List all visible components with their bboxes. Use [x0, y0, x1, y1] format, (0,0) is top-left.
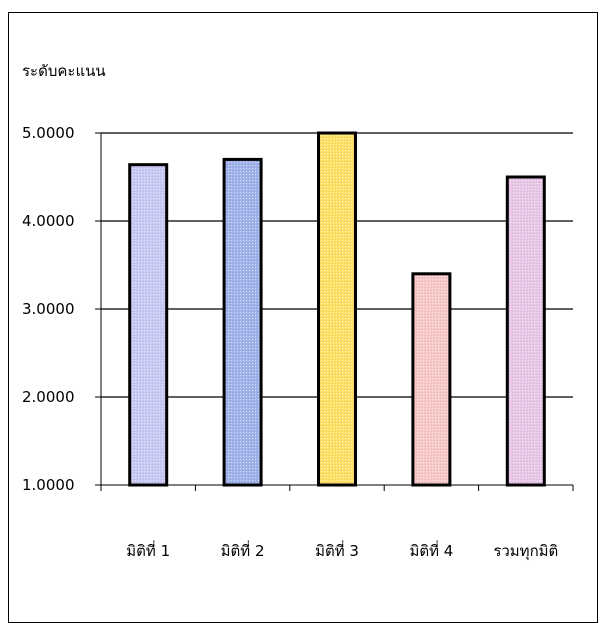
- bar: [505, 175, 546, 487]
- x-tick-label: รวมทุกมิติ: [493, 542, 558, 561]
- x-tick-label: มิติที่ 3: [315, 540, 359, 560]
- x-tick-label: มิติที่ 4: [409, 540, 453, 560]
- bar: [317, 131, 357, 487]
- y-axis-label: ระดับคะแนน: [22, 62, 106, 80]
- x-tick-label: มิติที่ 1: [126, 540, 170, 560]
- bar: [128, 163, 169, 487]
- y-tick-label: 5.0000: [22, 124, 75, 142]
- y-tick-label: 2.0000: [22, 388, 75, 406]
- y-tick-label: 1.0000: [22, 476, 75, 494]
- y-tick-label: 4.0000: [22, 212, 75, 230]
- chart-frame: [8, 12, 598, 623]
- bar: [411, 272, 452, 487]
- y-tick-label: 3.0000: [22, 300, 75, 318]
- x-tick-label: มิติที่ 2: [221, 540, 265, 560]
- bar: [222, 157, 263, 487]
